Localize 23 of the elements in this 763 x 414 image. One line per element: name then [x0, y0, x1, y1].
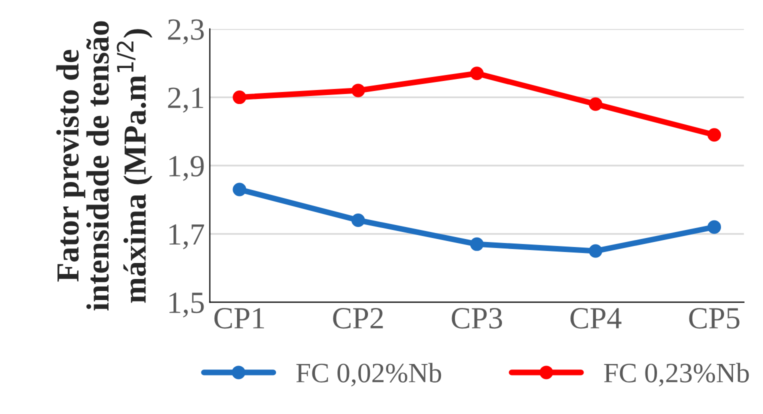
legend-label: FC 0,02%Nb — [296, 362, 442, 386]
x-tick-label: CP2 — [333, 308, 383, 329]
y-axis-title: Fator previsto de intensidade de tensão máxima (MPa.m$^{1/2}$) — [56, 21, 152, 310]
point — [351, 213, 365, 228]
point — [232, 182, 246, 196]
y-tick-label: 1,7 — [169, 224, 204, 250]
point — [707, 128, 722, 142]
x-tick-label: CP4 — [570, 308, 622, 329]
point — [588, 244, 602, 258]
legend-label: FC 0,23%Nb — [604, 362, 749, 386]
point — [588, 97, 602, 111]
x-tick-label: CP3 — [452, 308, 502, 329]
y-tick-label: 1,5 — [169, 292, 204, 318]
x-tick-label: CP1 — [214, 308, 264, 329]
point — [351, 84, 365, 98]
point — [232, 90, 246, 104]
point — [470, 237, 484, 251]
y-tick-label: 2,1 — [168, 88, 204, 113]
x-tick-label: CP5 — [689, 308, 740, 329]
point — [470, 66, 484, 80]
y-tick-label: 2,3 — [168, 19, 204, 44]
point — [707, 220, 722, 234]
y-tick-label: 1,9 — [169, 156, 204, 181]
